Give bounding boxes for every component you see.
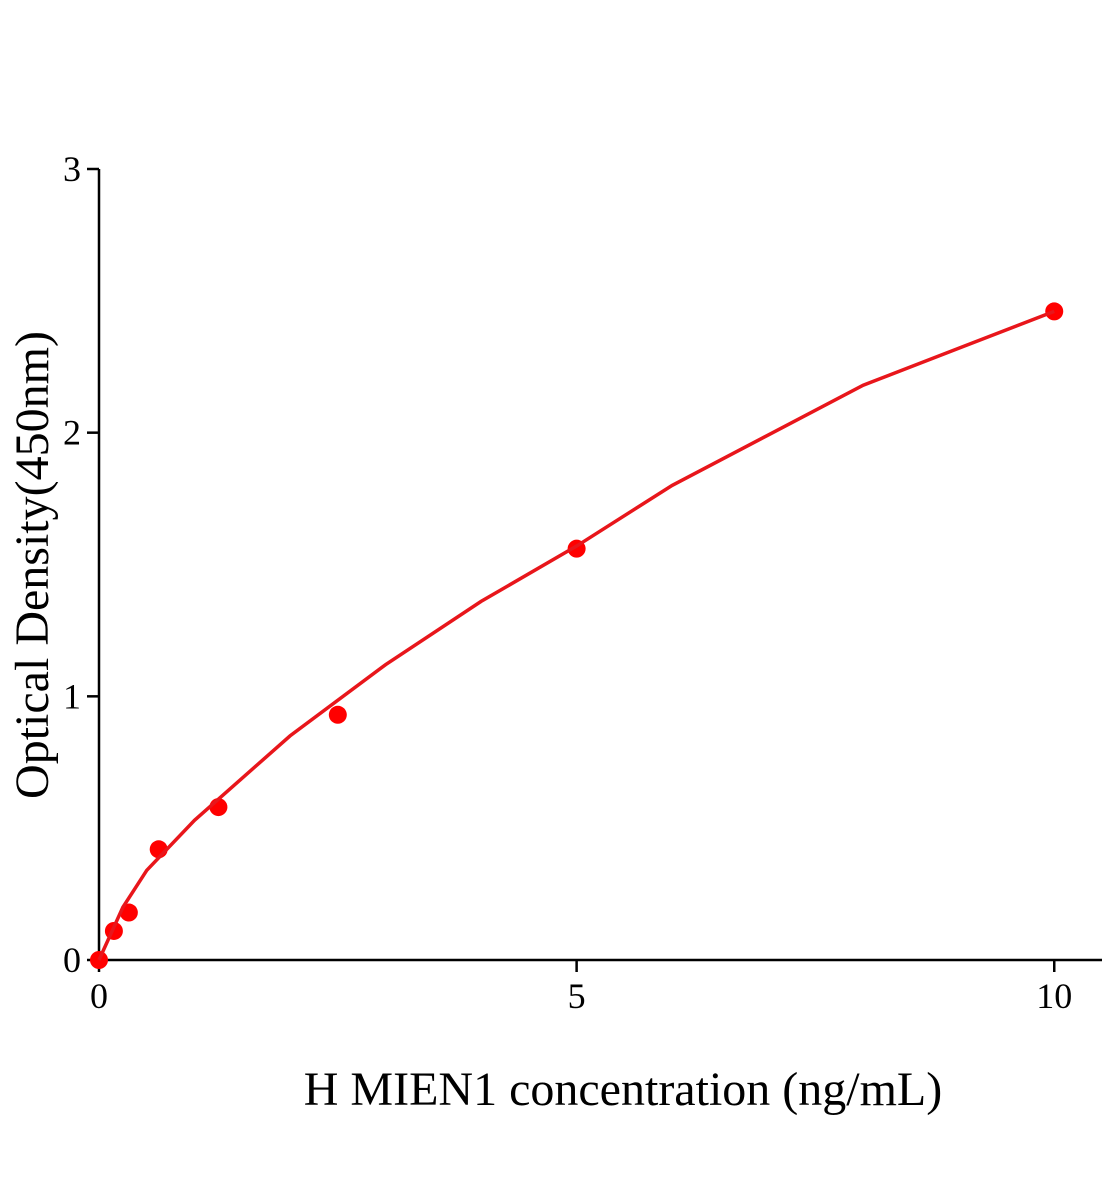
x-tick-label: 5 — [568, 976, 586, 1016]
x-tick-label: 10 — [1036, 976, 1072, 1016]
y-tick-label: 2 — [63, 413, 81, 453]
data-point — [328, 705, 347, 724]
x-axis-title: H MIEN1 concentration (ng/mL) — [304, 1063, 942, 1116]
x-tick-label: 0 — [90, 976, 108, 1016]
y-tick-label: 0 — [63, 940, 81, 980]
y-axis-title: Optical Density(450nm) — [6, 331, 59, 799]
y-tick-label: 1 — [63, 676, 81, 716]
fit-curve — [97, 309, 1055, 961]
y-tick-label: 3 — [63, 149, 81, 189]
